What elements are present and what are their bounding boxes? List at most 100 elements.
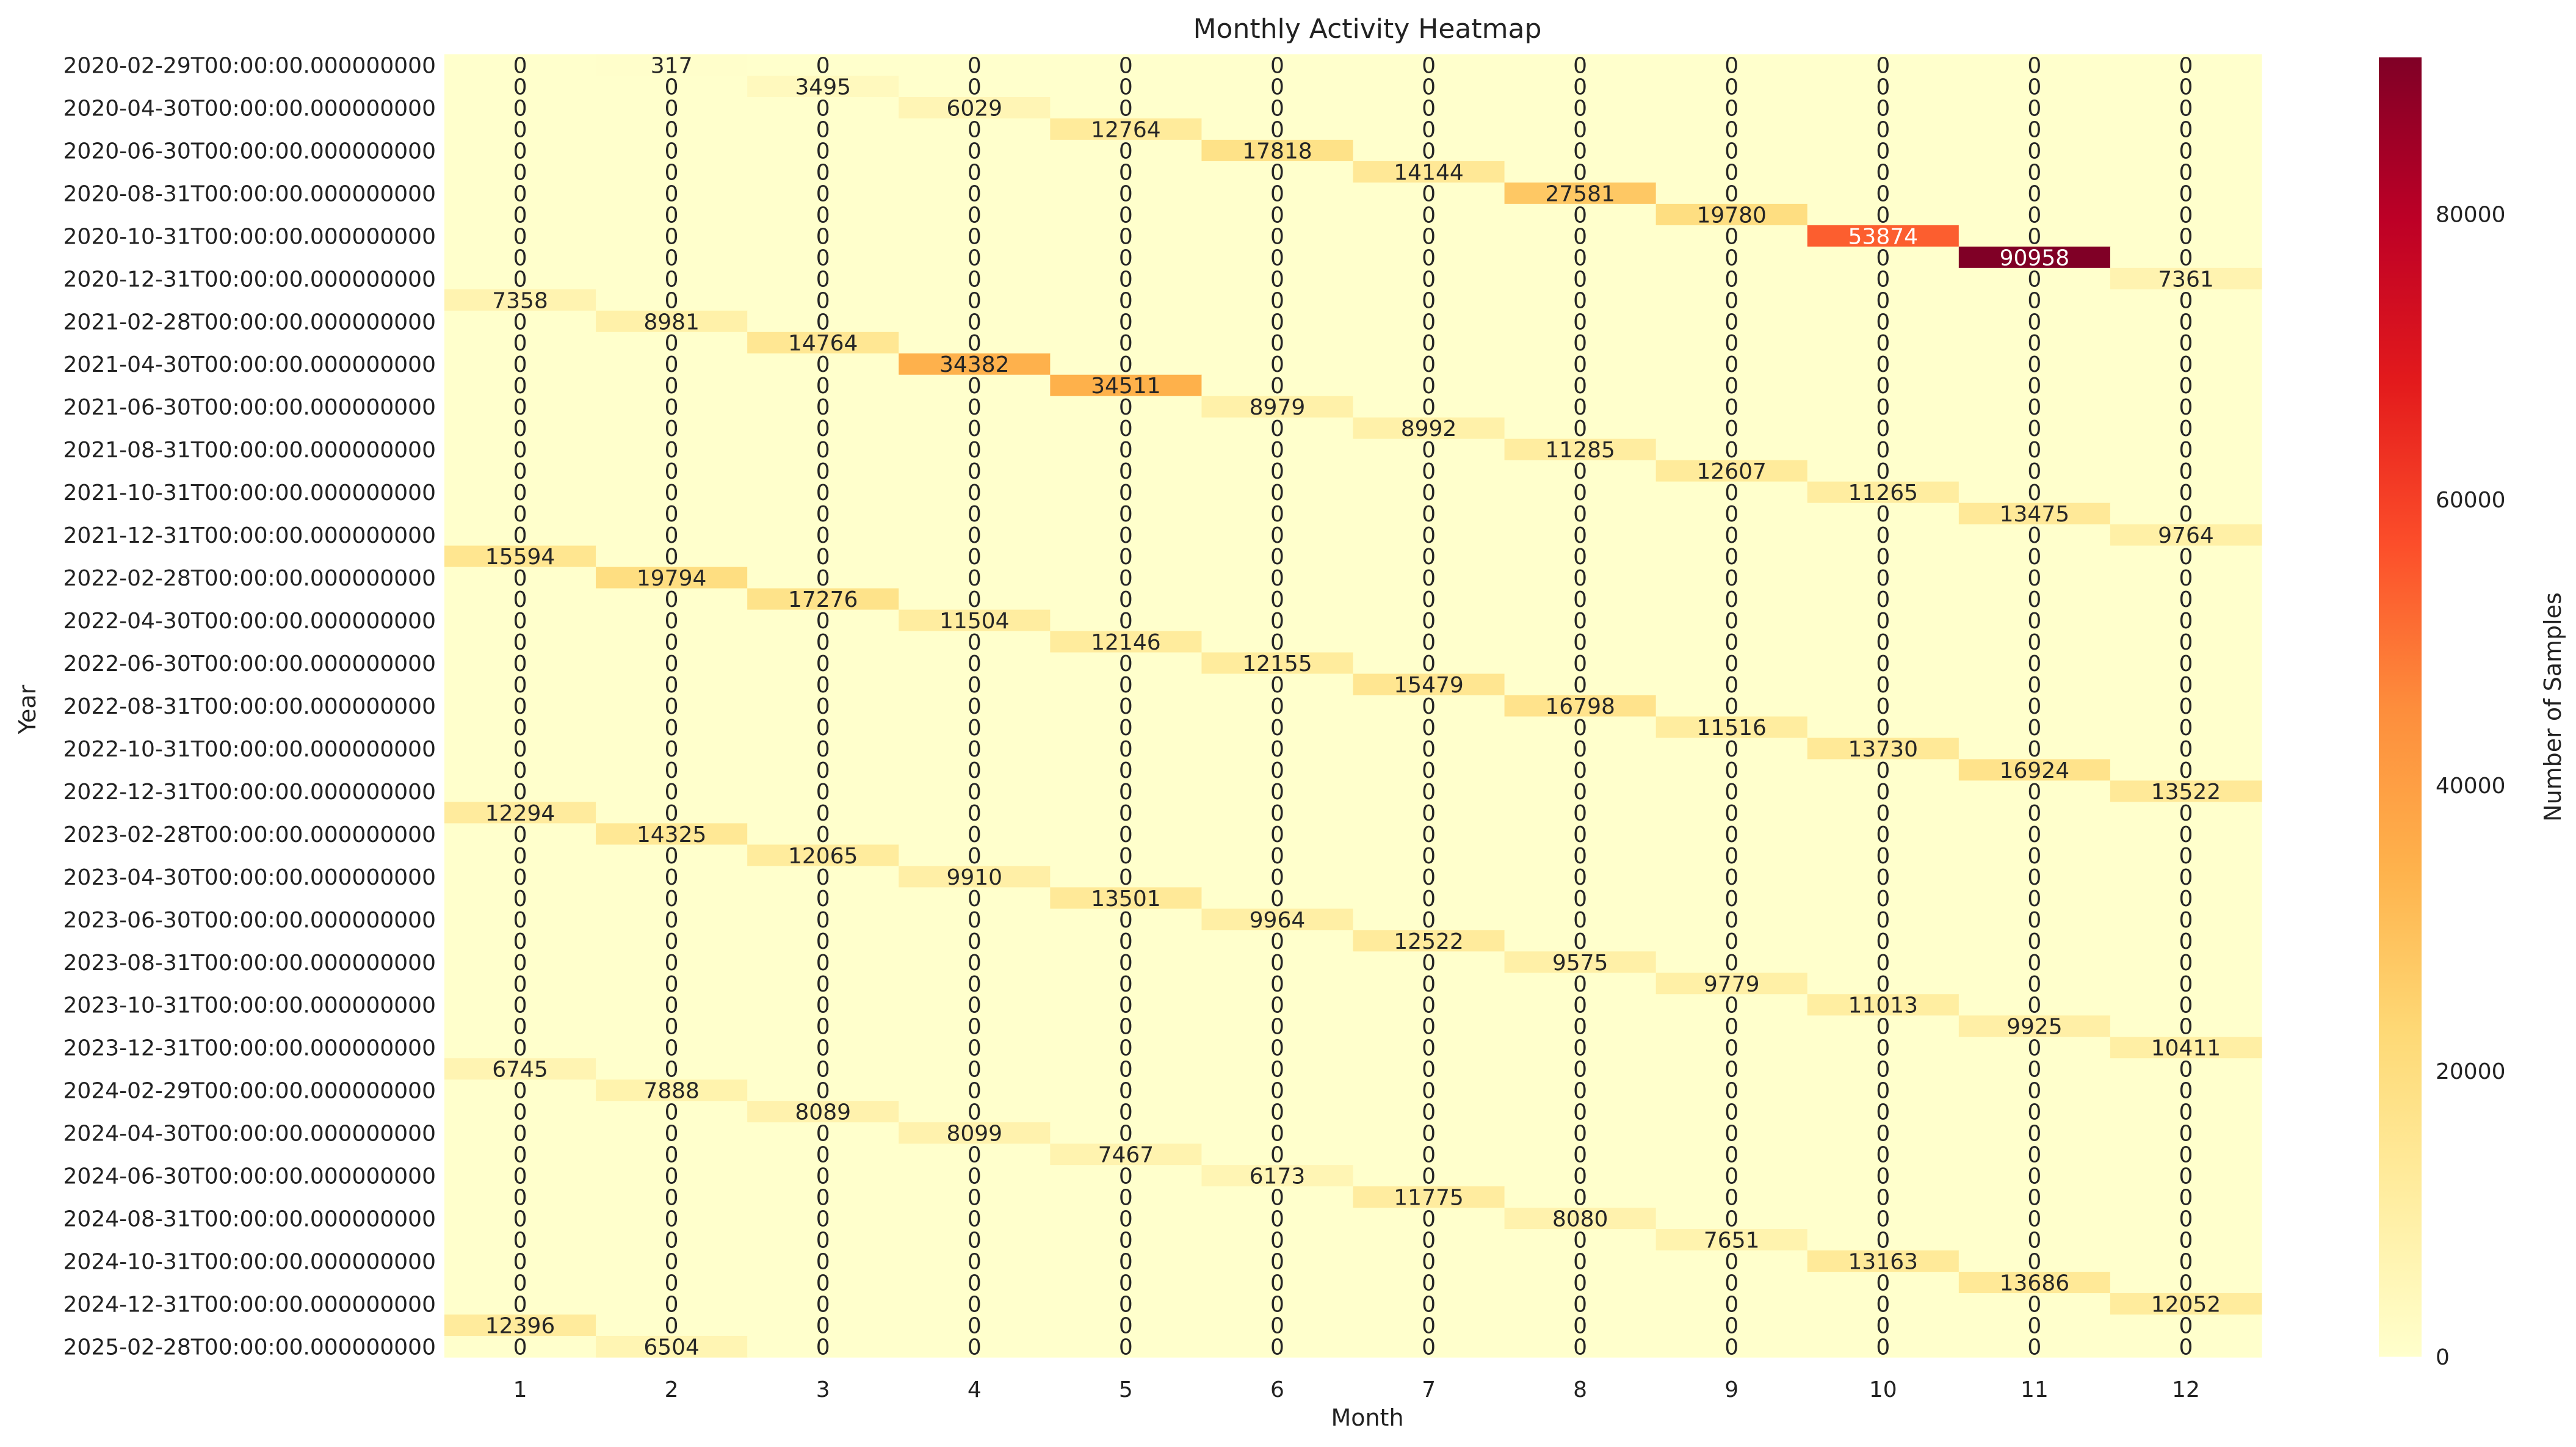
heatmap-cell: [1958, 182, 2111, 205]
heatmap-cell: [1655, 545, 1808, 568]
cell-value-label: 0: [2027, 1122, 2041, 1147]
cell-value-label: 6173: [1250, 1164, 1306, 1189]
cell-value-label: 0: [1270, 160, 1284, 185]
cell-value-label: 12607: [1696, 459, 1767, 484]
heatmap-cell: [444, 1165, 596, 1187]
cell-value-label: 0: [1422, 566, 1436, 591]
heatmap-cell: [1353, 823, 1505, 845]
heatmap-cell: [1504, 695, 1657, 717]
cell-value-label: 0: [665, 1207, 679, 1232]
cell-value-label: 0: [1422, 758, 1436, 783]
heatmap-cell: [1807, 524, 1959, 546]
cell-value-label: 19794: [637, 566, 707, 591]
heatmap-cell: [1050, 631, 1203, 653]
cell-value-label: 13163: [1848, 1250, 1919, 1275]
heatmap-cell: [1353, 1144, 1505, 1166]
cell-value-label: 0: [968, 160, 982, 185]
heatmap-cell: [1655, 289, 1808, 311]
cell-value-label: 0: [1422, 310, 1436, 335]
cell-value-label: 0: [1119, 801, 1133, 826]
heatmap-cell: [1201, 460, 1354, 482]
cell-value-label: 0: [513, 1036, 527, 1061]
cell-value-label: 0: [2179, 651, 2193, 676]
cell-value-label: 0: [2179, 673, 2193, 698]
heatmap-cell: [747, 759, 899, 782]
cell-value-label: 0: [1119, 203, 1133, 228]
cell-value-label: 0: [1119, 1015, 1133, 1040]
cell-value-label: 0: [513, 737, 527, 762]
heatmap-cell: [1807, 374, 1959, 397]
heatmap-cell: [444, 353, 596, 375]
heatmap-cell: [899, 481, 1051, 504]
cell-value-label: 0: [665, 545, 679, 570]
cell-value-label: 0: [1724, 331, 1738, 356]
heatmap-cell: [899, 353, 1051, 375]
heatmap-cell: [444, 823, 596, 845]
heatmap-cell: [444, 417, 596, 440]
cell-value-label: 0: [513, 929, 527, 954]
cell-value-label: 17276: [788, 587, 858, 612]
heatmap-cell: [444, 203, 596, 226]
cell-value-label: 0: [816, 1079, 830, 1104]
heatmap-cell: [747, 139, 899, 162]
heatmap-cell: [1807, 54, 1959, 76]
heatmap-cell: [1504, 1272, 1657, 1294]
x-tick-label: 1: [513, 1377, 527, 1402]
cell-value-label: 0: [1876, 245, 1890, 270]
cell-value-label: 0: [1724, 801, 1738, 826]
cell-value-label: 0: [816, 887, 830, 912]
heatmap-cell: [747, 118, 899, 140]
cell-value-label: 0: [968, 716, 982, 741]
heatmap-cell: [2110, 396, 2262, 418]
heatmap-cell: [1807, 866, 1959, 888]
heatmap-cell: [899, 161, 1051, 183]
heatmap-cell: [747, 289, 899, 311]
cell-value-label: 0: [1119, 1036, 1133, 1061]
cell-value-label: 0: [513, 1207, 527, 1232]
y-tick-label: 2023-08-31T00:00:00.000000000: [63, 951, 436, 976]
heatmap-cell: [1050, 1079, 1203, 1101]
cell-value-label: 0: [1270, 801, 1284, 826]
cell-value-label: 0: [1724, 566, 1738, 591]
cell-value-label: 0: [2027, 609, 2041, 634]
cell-value-label: 0: [1119, 566, 1133, 591]
heatmap-cell: [747, 310, 899, 333]
heatmap-cell: [1050, 802, 1203, 824]
heatmap-cell: [596, 908, 748, 930]
cell-value-label: 0: [513, 1122, 527, 1147]
heatmap-cell: [444, 866, 596, 888]
cell-value-label: 0: [665, 694, 679, 719]
heatmap-cell: [2110, 951, 2262, 973]
heatmap-cell: [1807, 1058, 1959, 1080]
heatmap-cell: [1353, 802, 1505, 824]
heatmap-cell: [1504, 75, 1657, 98]
cell-value-label: 0: [1119, 1228, 1133, 1253]
cell-value-label: 0: [1422, 908, 1436, 933]
cell-value-label: 0: [2179, 96, 2193, 121]
heatmap-cell: [1050, 1015, 1203, 1037]
heatmap-cell: [1353, 1165, 1505, 1187]
heatmap-cell: [596, 1272, 748, 1294]
heatmap-cell: [1050, 930, 1203, 952]
cell-value-label: 0: [968, 203, 982, 228]
cell-value-label: 0: [1119, 245, 1133, 270]
heatmap-cell: [1807, 780, 1959, 803]
heatmap-cell: [2110, 673, 2262, 696]
heatmap-cell: [596, 310, 748, 333]
heatmap-cell: [747, 567, 899, 589]
heatmap-cell: [1655, 930, 1808, 952]
cell-value-label: 0: [816, 929, 830, 954]
heatmap-cell: [1050, 908, 1203, 930]
cell-value-label: 0: [513, 1100, 527, 1125]
heatmap-cell: [1050, 289, 1203, 311]
heatmap-cell: [596, 267, 748, 290]
cell-value-label: 0: [816, 651, 830, 676]
cell-value-label: 0: [1422, 203, 1436, 228]
heatmap-cell: [1807, 1208, 1959, 1230]
cell-value-label: 0: [1422, 1335, 1436, 1360]
heatmap-cell: [1655, 695, 1808, 717]
heatmap-cell: [596, 161, 748, 183]
heatmap-cell: [747, 374, 899, 397]
heatmap-cell: [899, 823, 1051, 845]
cell-value-label: 0: [1724, 224, 1738, 249]
